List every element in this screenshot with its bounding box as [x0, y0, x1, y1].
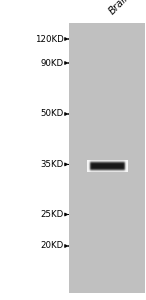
Text: 25KD: 25KD: [40, 210, 64, 219]
Text: 20KD: 20KD: [40, 242, 64, 250]
Text: 50KD: 50KD: [40, 110, 64, 118]
Text: 120KD: 120KD: [35, 34, 64, 43]
Text: 90KD: 90KD: [40, 58, 64, 68]
Bar: [69, 22, 145, 292]
Text: Brain: Brain: [107, 0, 133, 16]
Text: 35KD: 35KD: [40, 160, 64, 169]
